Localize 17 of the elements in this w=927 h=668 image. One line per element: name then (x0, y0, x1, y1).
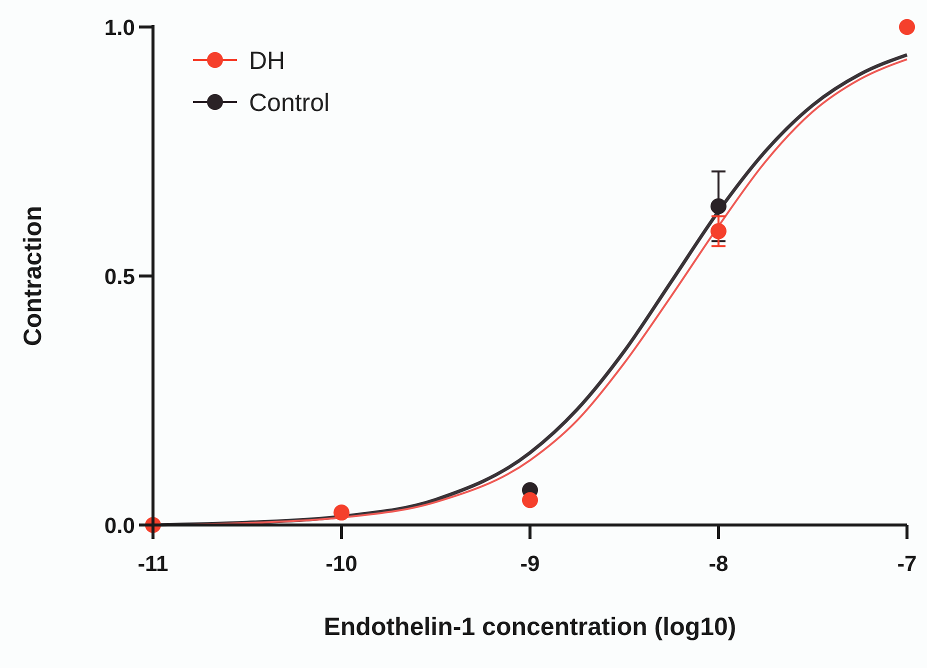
x-tick-label: -11 (138, 551, 168, 576)
point (710, 198, 726, 214)
point (522, 492, 538, 508)
x-tick-label: -10 (326, 551, 358, 576)
y-axis-title: Contraction (19, 206, 47, 346)
x-axis-title: Endothelin-1 concentration (log10) (324, 613, 736, 641)
point (899, 19, 915, 35)
legend-label: DH (249, 47, 286, 75)
point (710, 223, 726, 240)
x-tick-label: -7 (897, 551, 917, 576)
y-tick-label: 1.0 (104, 15, 135, 40)
legend-label: Control (249, 89, 330, 117)
x-tick-label: -9 (520, 551, 540, 576)
y-tick-label: 0.0 (104, 513, 135, 538)
y-tick-label: 0.5 (104, 264, 135, 289)
x-tick-label: -8 (708, 551, 728, 576)
point (334, 504, 350, 521)
